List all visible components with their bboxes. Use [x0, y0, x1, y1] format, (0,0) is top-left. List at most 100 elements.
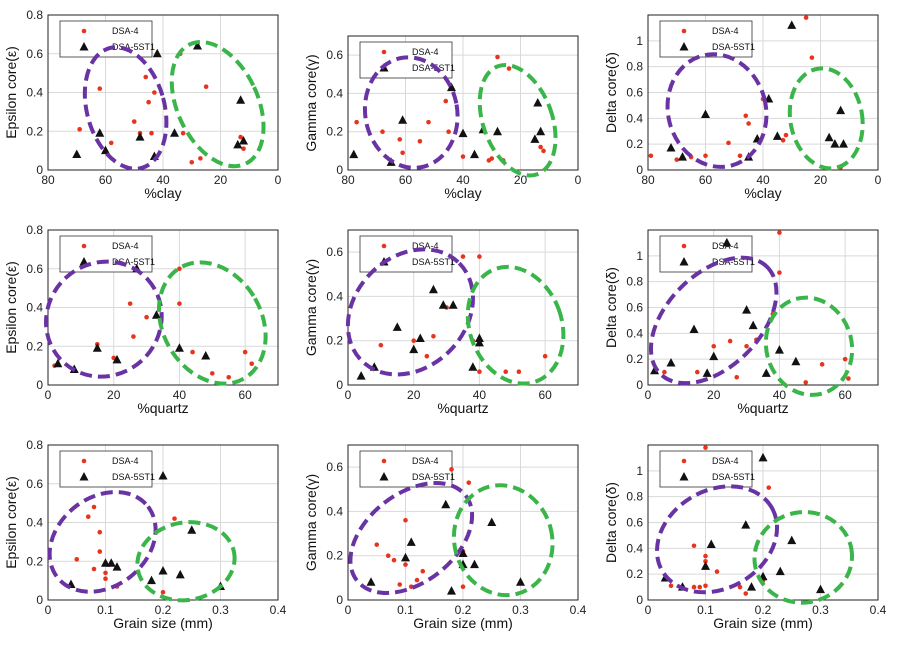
point-dsa-5st1 — [836, 105, 846, 115]
point-dsa-5st1 — [530, 134, 540, 143]
x-tick-label: 40 — [473, 388, 487, 402]
legend-marker-dsa-4 — [681, 28, 687, 34]
series-dsa-5st1 — [53, 263, 211, 373]
series-dsa-4 — [668, 445, 772, 596]
point-dsa-4 — [443, 98, 449, 104]
point-dsa-4 — [460, 584, 466, 590]
point-dsa-5st1 — [106, 558, 116, 567]
ellipse-group-purple — [348, 481, 475, 595]
panel-8: 0 0.1 0.2 0.3 0.4 0 0.2 0.4 0.6 Grain size (mm) Ga… — [303, 444, 587, 631]
point-dsa-4 — [241, 146, 246, 151]
point-dsa-5st1 — [487, 517, 497, 526]
legend-box — [659, 235, 753, 273]
x-axis-label: %clay — [144, 185, 181, 201]
point-dsa-4 — [703, 558, 708, 564]
x-tick-label: 40 — [756, 173, 770, 187]
y-axis-label: Epsilon core(ε) — [3, 46, 19, 139]
x-tick-label: 20 — [707, 388, 721, 402]
point-dsa-4 — [380, 129, 385, 135]
point-dsa-5st1 — [175, 569, 185, 579]
point-dsa-5st1 — [398, 115, 408, 124]
x-tick-label: 0.1 — [397, 603, 414, 617]
point-dsa-4 — [846, 376, 851, 381]
legend-label-dsa-5st1: DSA-5ST1 — [412, 472, 455, 482]
point-dsa-4 — [91, 504, 97, 510]
y-tick-label: 0 — [636, 593, 643, 607]
series-dsa-5st1 — [650, 237, 801, 377]
plot-frame — [47, 14, 279, 171]
point-dsa-4 — [127, 301, 133, 306]
y-axis-label: Delta core(δ) — [603, 482, 619, 563]
legend-marker-dsa-4 — [81, 243, 87, 249]
legend-label-dsa-4: DSA-4 — [412, 47, 439, 57]
panel-6: 0 20 40 60 0 0.2 0.4 0.6 0.8 1 %quartz Delta core(δ… — [603, 229, 879, 416]
legend-label-dsa-4: DSA-4 — [412, 241, 439, 251]
panel-5: 0 20 40 60 0 0.2 0.4 0.6 %quartz Gamma core(γ) DSA… — [303, 229, 579, 416]
ellipse-group-purple — [362, 55, 460, 170]
point-dsa-4 — [172, 516, 177, 521]
ellipse-group-green — [135, 520, 237, 603]
point-dsa-5st1 — [787, 535, 797, 545]
y-tick-label: 0.6 — [326, 460, 343, 474]
point-dsa-4 — [242, 349, 248, 355]
point-dsa-4 — [108, 140, 114, 146]
x-tick-label: 80 — [41, 173, 55, 187]
legend: DSA-4 DSA-5ST1 — [59, 450, 155, 488]
x-tick-label: 0 — [645, 603, 652, 617]
point-dsa-5st1 — [830, 139, 840, 148]
ellipse-group-purple — [44, 259, 164, 379]
x-tick-label: 0.2 — [755, 603, 772, 617]
legend: DSA-4 DSA-5ST1 — [59, 235, 155, 273]
legend-marker-dsa-4 — [681, 458, 687, 464]
x-axis-label: %clay — [444, 185, 481, 201]
point-dsa-4 — [177, 266, 182, 272]
legend-box — [359, 450, 453, 488]
x-tick-label: 0.3 — [512, 603, 529, 617]
x-tick-label: 60 — [238, 388, 252, 402]
series-dsa-5st1 — [72, 41, 248, 160]
y-tick-label: 0 — [336, 593, 343, 607]
point-dsa-4 — [694, 369, 700, 375]
x-axis-label: %clay — [744, 185, 781, 201]
y-tick-label: 0.2 — [26, 554, 43, 568]
point-dsa-5st1 — [170, 128, 179, 137]
point-dsa-4 — [143, 74, 149, 80]
point-dsa-4 — [414, 577, 420, 583]
ellipse-group-green — [169, 40, 266, 169]
point-dsa-4 — [203, 84, 209, 89]
point-dsa-4 — [703, 153, 708, 159]
point-dsa-5st1 — [742, 305, 752, 314]
point-dsa-4 — [691, 543, 697, 549]
legend-marker-dsa-5st1 — [679, 42, 689, 51]
point-dsa-5st1 — [236, 95, 246, 104]
x-tick-label: 0 — [875, 173, 882, 187]
point-dsa-4 — [737, 153, 743, 159]
legend-label-dsa-4: DSA-4 — [112, 456, 139, 466]
plot-frame — [647, 14, 879, 171]
x-axis-label: %quartz — [437, 400, 488, 416]
x-tick-label: 40 — [773, 388, 787, 402]
y-tick-label: 0.8 — [26, 223, 43, 237]
y-tick-label: 0.8 — [626, 490, 643, 504]
point-dsa-4 — [91, 566, 97, 572]
point-dsa-4 — [489, 156, 495, 161]
point-dsa-5st1 — [474, 333, 484, 342]
x-tick-label: 60 — [838, 388, 852, 402]
series-dsa-4 — [77, 51, 246, 165]
point-dsa-4 — [466, 480, 472, 485]
point-dsa-4 — [477, 254, 482, 259]
point-dsa-4 — [374, 542, 380, 547]
point-dsa-4 — [662, 369, 667, 375]
y-tick-label: 0.6 — [26, 47, 43, 61]
x-tick-label: 0.3 — [212, 603, 229, 617]
point-dsa-4 — [180, 130, 186, 136]
x-tick-label: 60 — [99, 173, 113, 187]
point-dsa-5st1 — [92, 343, 102, 352]
point-dsa-4 — [538, 144, 543, 150]
x-tick-label: 0.1 — [97, 603, 114, 617]
y-tick-label: 0.2 — [26, 339, 43, 353]
y-tick-label: 0.4 — [626, 111, 643, 125]
point-dsa-5st1 — [152, 48, 162, 58]
legend: DSA-4 DSA-5ST1 — [359, 450, 455, 488]
y-tick-label: 0.8 — [26, 8, 43, 22]
